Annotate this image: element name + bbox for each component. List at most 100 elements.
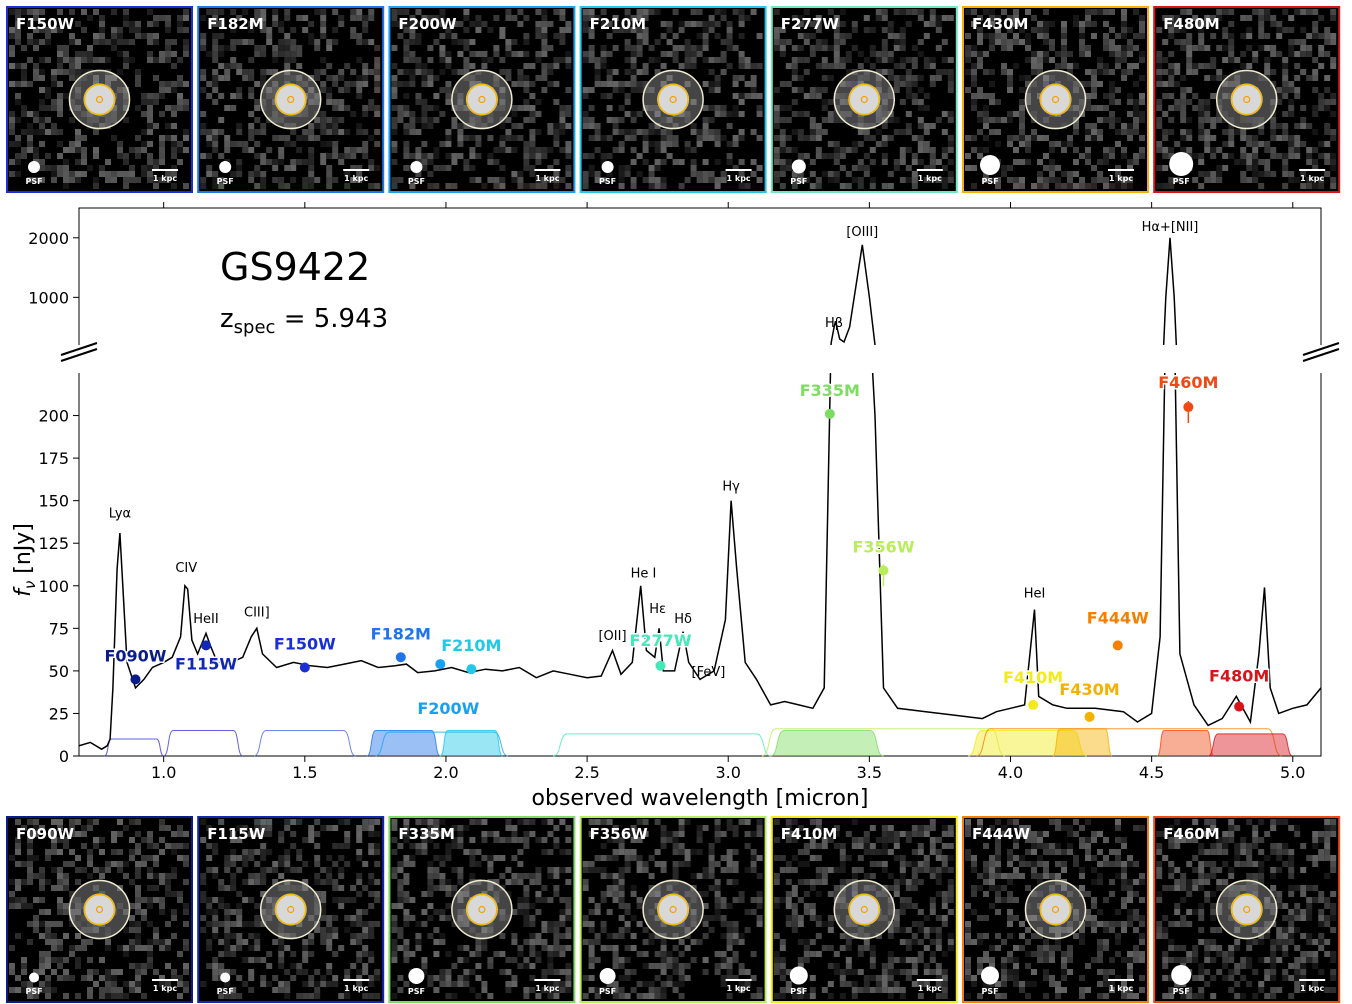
noise-pixel [439, 15, 446, 21]
noise-pixel [368, 819, 375, 825]
noise-pixel [1073, 129, 1079, 135]
noise-pixel [183, 129, 189, 135]
noise-pixel [1180, 93, 1187, 99]
noise-pixel [523, 915, 530, 921]
noise-pixel [559, 915, 566, 921]
noise-pixel [684, 933, 691, 939]
noise-pixel [308, 837, 315, 843]
noise-pixel [1127, 45, 1133, 51]
noise-pixel [284, 9, 291, 15]
noise-pixel [642, 69, 649, 75]
noise-pixel [409, 123, 416, 129]
noise-pixel [1174, 39, 1181, 45]
noise-pixel [248, 969, 255, 975]
noise-pixel [445, 843, 452, 849]
noise-pixel [200, 39, 207, 45]
noise-pixel [1246, 159, 1253, 165]
noise-pixel [756, 831, 763, 837]
noise-pixel [230, 141, 237, 147]
noise-pixel [732, 867, 739, 873]
noise-pixel [989, 69, 995, 75]
noise-pixel [1097, 9, 1103, 15]
noise-pixel [290, 177, 297, 183]
noise-pixel [260, 153, 267, 159]
noise-pixel [1103, 183, 1109, 189]
noise-pixel [1097, 63, 1103, 69]
noise-pixel [773, 159, 780, 165]
noise-pixel [1049, 171, 1055, 177]
noise-pixel [779, 867, 786, 873]
noise-pixel [332, 75, 339, 81]
noise-pixel [141, 33, 147, 39]
noise-pixel [1264, 141, 1271, 147]
noise-pixel [135, 945, 141, 951]
noise-pixel [1103, 21, 1109, 27]
noise-pixel [833, 969, 840, 975]
noise-pixel [63, 861, 69, 867]
noise-pixel [672, 33, 679, 39]
noise-pixel [21, 9, 27, 15]
noise-pixel [869, 51, 876, 57]
noise-pixel [463, 45, 470, 51]
noise-pixel [624, 27, 631, 33]
noise-pixel [553, 159, 560, 165]
noise-pixel [756, 891, 763, 897]
noise-pixel [1115, 177, 1121, 183]
noise-pixel [147, 105, 153, 111]
noise-pixel [326, 855, 333, 861]
noise-pixel [1109, 111, 1115, 117]
noise-pixel [224, 105, 231, 111]
noise-pixel [917, 159, 924, 165]
noise-pixel [983, 879, 989, 885]
noise-pixel [21, 897, 27, 903]
noise-pixel [362, 111, 369, 117]
noise-pixel [839, 63, 846, 69]
noise-pixel [839, 861, 846, 867]
noise-pixel [618, 879, 625, 885]
noise-pixel [105, 939, 111, 945]
noise-pixel [929, 873, 936, 879]
noise-pixel [905, 111, 912, 117]
noise-pixel [929, 849, 936, 855]
noise-pixel [887, 927, 894, 933]
noise-pixel [606, 153, 613, 159]
noise-pixel [779, 945, 786, 951]
noise-pixel [159, 159, 165, 165]
noise-pixel [51, 831, 57, 837]
noise-pixel [254, 9, 261, 15]
noise-pixel [1276, 123, 1283, 129]
noise-pixel [493, 183, 500, 189]
noise-pixel [971, 861, 977, 867]
outer-contour [259, 879, 322, 940]
noise-pixel [1031, 15, 1037, 21]
noise-pixel [941, 981, 948, 987]
noise-pixel [1318, 45, 1325, 51]
noise-pixel [344, 147, 351, 153]
noise-pixel [690, 171, 697, 177]
noise-pixel [1133, 105, 1139, 111]
noise-pixel [887, 51, 894, 57]
outer-contour [451, 69, 513, 130]
noise-pixel [1204, 117, 1211, 123]
noise-pixel [750, 855, 757, 861]
noise-pixel [1109, 153, 1115, 159]
noise-pixel [1103, 9, 1109, 15]
noise-pixel [433, 939, 440, 945]
noise-pixel [612, 891, 619, 897]
noise-pixel [708, 849, 715, 855]
noise-pixel [27, 129, 33, 135]
noise-pixel [135, 933, 141, 939]
noise-pixel [696, 51, 703, 57]
noise-pixel [224, 135, 231, 141]
noise-pixel [773, 933, 780, 939]
noise-pixel [618, 903, 625, 909]
noise-pixel [947, 117, 954, 123]
noise-pixel [827, 111, 834, 117]
noise-pixel [33, 63, 39, 69]
noise-pixel [1186, 117, 1193, 123]
noise-pixel [821, 945, 828, 951]
noise-pixel [600, 891, 607, 897]
noise-pixel [785, 861, 792, 867]
noise-pixel [529, 111, 536, 117]
